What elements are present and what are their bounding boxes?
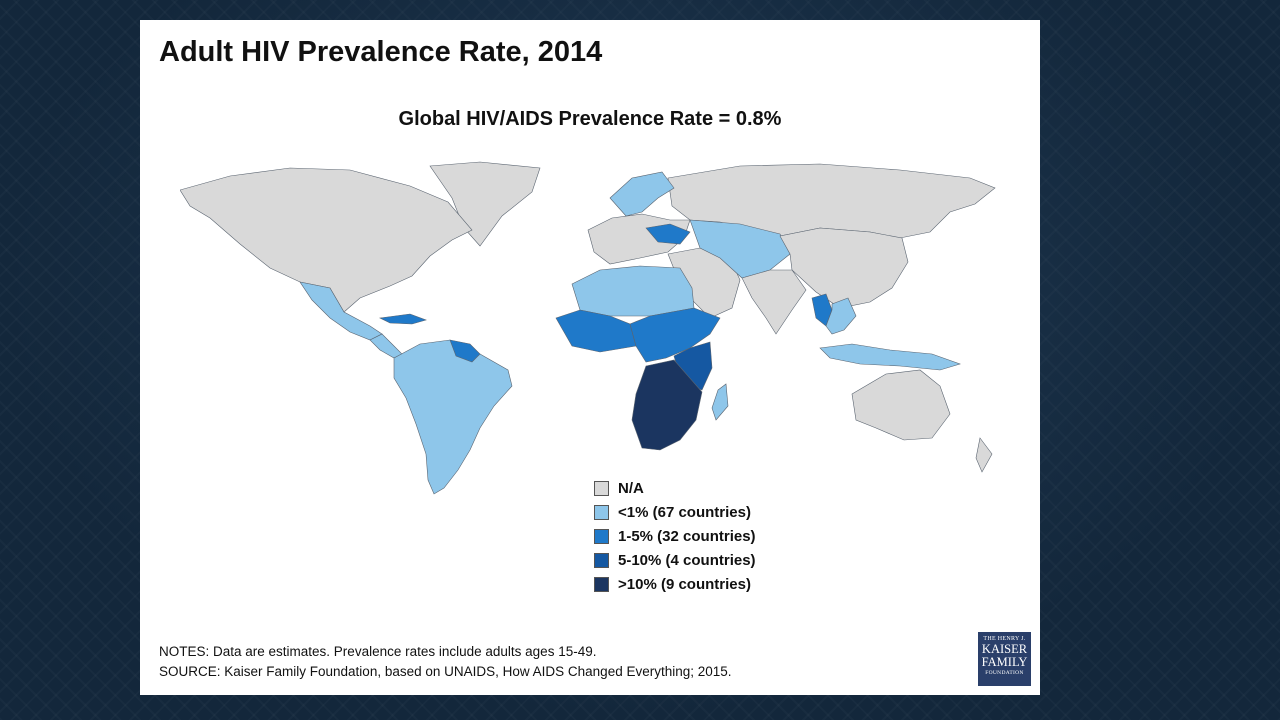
legend-item: >10% (9 countries) xyxy=(594,572,756,596)
legend-swatch xyxy=(594,480,609,496)
logo-line: FAMILY xyxy=(981,655,1028,669)
region-southern-africa xyxy=(631,359,703,451)
map-legend: N/A <1% (67 countries) 1-5% (32 countries)… xyxy=(594,476,756,596)
region-russia xyxy=(667,163,996,239)
region-india xyxy=(741,269,807,335)
region-australia xyxy=(851,369,951,441)
legend-swatch xyxy=(594,576,609,592)
region-north-america xyxy=(180,167,473,313)
legend-swatch xyxy=(594,504,609,520)
legend-item: N/A xyxy=(594,476,756,500)
legend-label: 1-5% (32 countries) xyxy=(618,527,756,545)
region-southeast-asia xyxy=(825,297,857,335)
kaiser-family-foundation-logo: THE HENRY J. KAISER FAMILY FOUNDATION xyxy=(978,632,1031,686)
notes-block: NOTES: Data are estimates. Prevalence ra… xyxy=(159,642,732,682)
slide-title: Adult HIV Prevalence Rate, 2014 xyxy=(159,36,603,68)
legend-label: >10% (9 countries) xyxy=(618,575,751,593)
region-caribbean xyxy=(378,313,427,325)
region-madagascar xyxy=(711,383,729,421)
legend-label: N/A xyxy=(618,479,644,497)
region-china xyxy=(779,227,909,309)
map-subtitle: Global HIV/AIDS Prevalence Rate = 0.8% xyxy=(398,108,782,130)
source-line: SOURCE: Kaiser Family Foundation, based … xyxy=(159,664,732,679)
region-central-east-africa xyxy=(629,307,721,363)
region-greenland xyxy=(429,161,541,247)
region-new-zealand xyxy=(975,437,993,473)
logo-line: THE HENRY J. xyxy=(983,636,1026,642)
legend-item: <1% (67 countries) xyxy=(594,500,756,524)
region-north-africa xyxy=(571,265,695,317)
region-guyana-suriname xyxy=(449,339,481,363)
legend-label: 5-10% (4 countries) xyxy=(618,551,756,569)
legend-swatch xyxy=(594,552,609,568)
region-scandinavia xyxy=(609,171,675,217)
logo-line: KAISER xyxy=(981,642,1028,656)
region-south-america xyxy=(393,339,513,495)
legend-item: 5-10% (4 countries) xyxy=(594,548,756,572)
legend-label: <1% (67 countries) xyxy=(618,503,751,521)
slide: Adult HIV Prevalence Rate, 2014 Global H… xyxy=(140,20,1040,695)
region-central-america xyxy=(369,333,403,359)
legend-item: 1-5% (32 countries) xyxy=(594,524,756,548)
logo-line: FOUNDATION xyxy=(985,670,1024,676)
region-ukraine xyxy=(645,223,691,245)
world-map xyxy=(180,161,996,495)
notes-line: NOTES: Data are estimates. Prevalence ra… xyxy=(159,644,597,659)
legend-swatch xyxy=(594,528,609,544)
region-indonesia xyxy=(819,343,961,371)
